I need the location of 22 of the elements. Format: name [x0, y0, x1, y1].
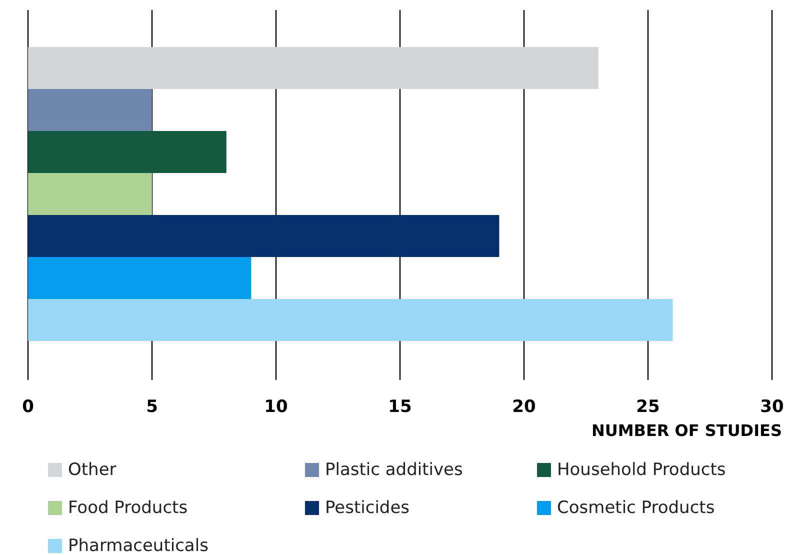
legend-label: Plastic additives	[325, 460, 463, 480]
x-tick-label: 10	[264, 397, 288, 418]
bar	[28, 299, 673, 341]
x-tick-label: 5	[146, 397, 158, 418]
x-tick-label: 20	[512, 397, 536, 418]
bar	[28, 89, 152, 131]
x-tick-label: 15	[388, 397, 412, 418]
x-axis-title: NUMBER OF STUDIES	[591, 421, 782, 440]
x-tick-label: 30	[760, 397, 784, 418]
x-tick-label: 0	[22, 397, 34, 418]
legend-label: Cosmetic Products	[557, 498, 715, 518]
legend-label: Pharmaceuticals	[68, 536, 208, 555]
bar	[28, 47, 598, 89]
bar	[28, 131, 226, 173]
bar	[28, 173, 152, 215]
legend-label: Household Products	[557, 460, 726, 480]
bar	[28, 257, 252, 299]
legend-label: Food Products	[68, 498, 188, 518]
legend-label: Pesticides	[325, 498, 410, 518]
x-tick-label: 25	[636, 397, 660, 418]
bar	[28, 215, 500, 257]
legend-label: Other	[68, 460, 116, 480]
